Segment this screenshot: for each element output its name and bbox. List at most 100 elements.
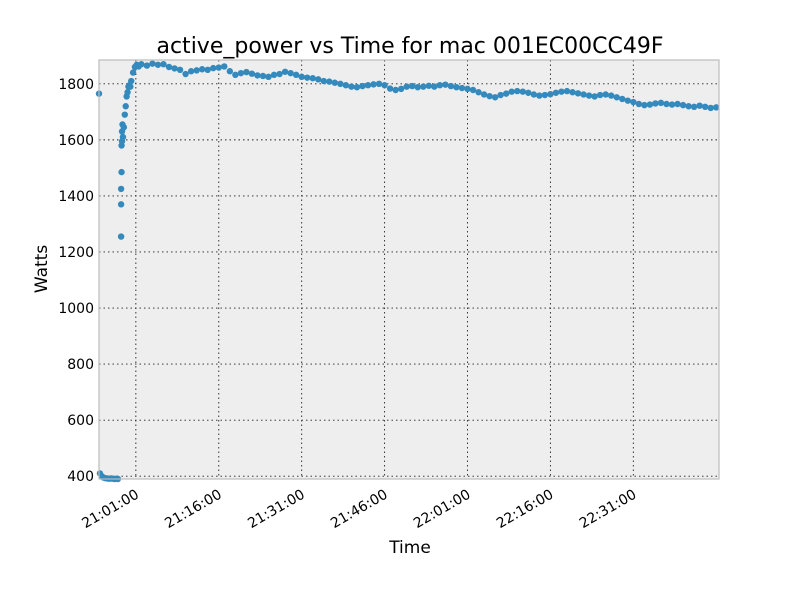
data-point	[259, 72, 267, 80]
y-tick-label: 600	[67, 413, 94, 429]
y-tick-label: 1600	[58, 133, 94, 149]
data-point	[464, 85, 471, 93]
data-point	[547, 90, 554, 98]
data-point	[486, 92, 493, 100]
data-point	[138, 61, 145, 68]
data-point	[420, 83, 427, 90]
data-point	[160, 61, 167, 68]
data-point	[381, 82, 388, 89]
data-point	[569, 89, 576, 96]
data-point	[502, 90, 510, 97]
data-point	[707, 104, 714, 112]
data-point	[508, 88, 515, 95]
plot-area	[99, 60, 719, 479]
data-point	[359, 82, 366, 90]
data-point	[536, 92, 543, 99]
data-point	[475, 89, 482, 96]
data-point	[128, 77, 135, 85]
data-point	[118, 168, 125, 176]
data-point	[580, 91, 587, 98]
data-point	[552, 89, 560, 96]
data-point	[176, 66, 184, 74]
data-point	[701, 103, 709, 111]
data-point	[624, 97, 631, 104]
data-point	[210, 64, 217, 72]
data-point	[254, 72, 261, 79]
data-point	[403, 83, 410, 90]
data-point	[232, 71, 239, 79]
data-point	[309, 75, 316, 82]
data-point	[663, 100, 670, 108]
data-point	[143, 62, 151, 69]
data-point	[447, 82, 455, 90]
y-axis-ticks: 400 600 800 1000 1200 1400 1600 1800	[58, 77, 94, 485]
data-point	[690, 103, 698, 111]
data-point	[237, 69, 245, 77]
data-point	[646, 101, 654, 108]
y-tick-label: 400	[67, 469, 94, 485]
data-point	[154, 61, 162, 68]
chart-title: active_power vs Time for mac 001EC00CC49…	[156, 34, 663, 59]
data-point	[281, 68, 289, 75]
data-point	[613, 94, 620, 101]
y-tick-label: 1400	[58, 189, 94, 205]
data-point	[635, 100, 643, 108]
y-axis-label: Watts	[32, 245, 52, 293]
data-point	[326, 78, 333, 85]
data-point	[574, 90, 582, 97]
x-tick-label: 21:46:00	[328, 487, 390, 532]
data-point	[187, 68, 195, 75]
data-point	[525, 89, 532, 96]
data-point	[243, 68, 250, 76]
x-tick-label: 21:31:00	[245, 487, 307, 532]
data-point	[276, 70, 283, 78]
y-tick-label: 1000	[58, 301, 94, 317]
data-point	[193, 67, 200, 74]
data-point	[215, 64, 222, 71]
plot-frame	[98, 59, 720, 480]
x-tick-label: 21:01:00	[79, 487, 141, 532]
data-point	[120, 124, 128, 131]
data-point	[292, 71, 300, 79]
data-point	[619, 95, 626, 103]
data-point	[442, 81, 449, 88]
data-point	[127, 83, 134, 90]
data-point	[480, 91, 488, 98]
data-point	[248, 70, 256, 77]
data-point	[304, 74, 311, 81]
data-point	[497, 91, 504, 99]
data-point	[149, 60, 156, 67]
data-point	[392, 86, 399, 94]
data-point	[558, 88, 565, 95]
data-point	[674, 100, 681, 108]
data-point	[117, 233, 125, 240]
data-point	[331, 79, 339, 86]
data-point	[696, 102, 703, 109]
data-point	[530, 91, 538, 98]
data-point	[315, 76, 322, 83]
data-point	[226, 68, 234, 75]
x-tick-label: 22:01:00	[411, 487, 473, 532]
data-point	[596, 91, 604, 99]
data-point	[436, 82, 444, 89]
data-point	[364, 82, 372, 89]
data-point	[630, 98, 637, 106]
data-points	[95, 60, 720, 483]
data-point	[585, 92, 593, 99]
data-point	[198, 66, 206, 73]
data-point	[298, 73, 305, 81]
data-point	[204, 66, 211, 74]
data-point	[713, 104, 720, 111]
data-point	[121, 111, 128, 118]
y-tick-label: 1200	[58, 245, 94, 261]
data-point	[342, 82, 350, 89]
data-point	[591, 93, 598, 100]
data-point	[431, 83, 438, 90]
data-point	[320, 77, 327, 85]
data-point	[425, 82, 433, 89]
data-point	[641, 101, 648, 109]
data-point	[602, 91, 609, 98]
data-point	[117, 185, 125, 193]
data-point	[117, 201, 125, 208]
